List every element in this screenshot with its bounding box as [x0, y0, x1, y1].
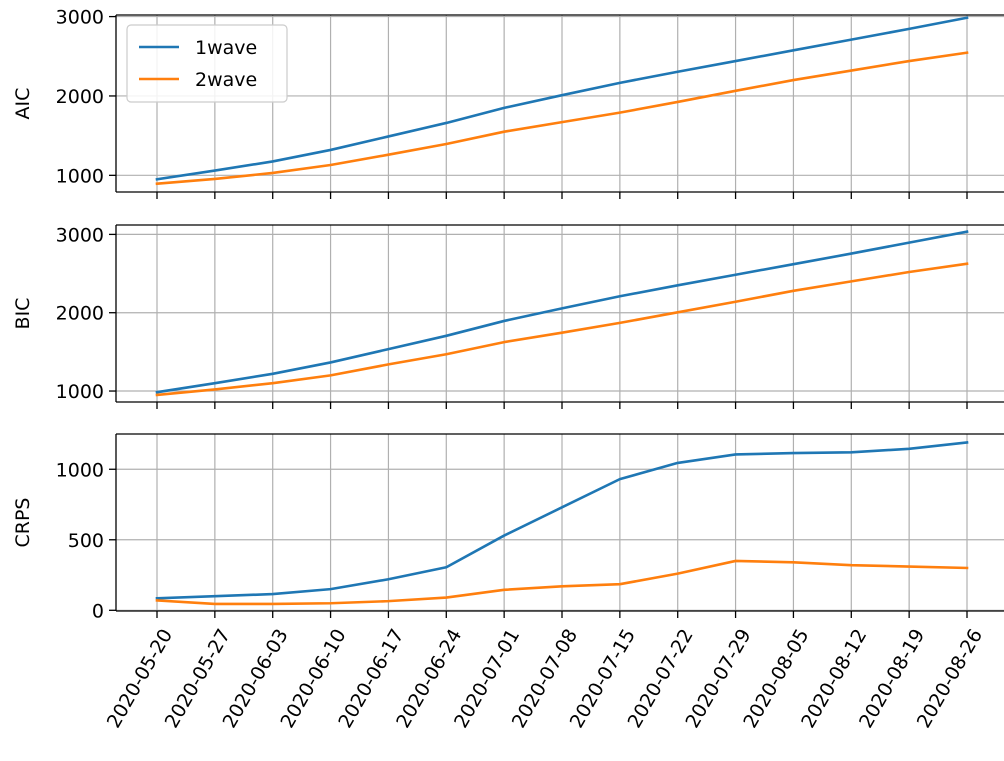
- y-axis-label: AIC: [12, 88, 34, 120]
- y-axis-label: CRPS: [12, 498, 34, 548]
- series-line-2wave: [155, 51, 969, 186]
- legend-label-2wave: 2wave: [195, 69, 257, 91]
- legend: 1wave 2wave: [126, 24, 288, 103]
- y-tick-label: 500: [68, 530, 104, 552]
- y-tick-label: 1000: [56, 165, 104, 187]
- y-axis-label: BIC: [12, 298, 34, 330]
- panel-bic: 1000 2000 3000 BIC: [12, 224, 1004, 409]
- y-tick-label: 2000: [56, 303, 104, 325]
- series-line-2wave: [155, 262, 969, 397]
- series-line-1wave: [155, 441, 969, 600]
- series-line-1wave: [155, 230, 969, 394]
- y-tick-label: 3000: [56, 224, 104, 246]
- legend-box: [126, 24, 288, 103]
- y-tick-label: 3000: [56, 7, 104, 29]
- panel-aic: 1000 2000 3000 AIC 1wave 2wave: [12, 7, 1004, 199]
- y-tick-label: 1000: [56, 381, 104, 403]
- legend-label-1wave: 1wave: [195, 37, 257, 59]
- series-line-1wave: [155, 16, 969, 181]
- y-tick-label: 0: [92, 600, 104, 622]
- panel-crps: 0 500 1000 CRPS: [12, 433, 1004, 622]
- y-tick-label: 1000: [56, 459, 104, 481]
- y-tick-label: 2000: [56, 86, 104, 108]
- series-line-2wave: [155, 559, 969, 606]
